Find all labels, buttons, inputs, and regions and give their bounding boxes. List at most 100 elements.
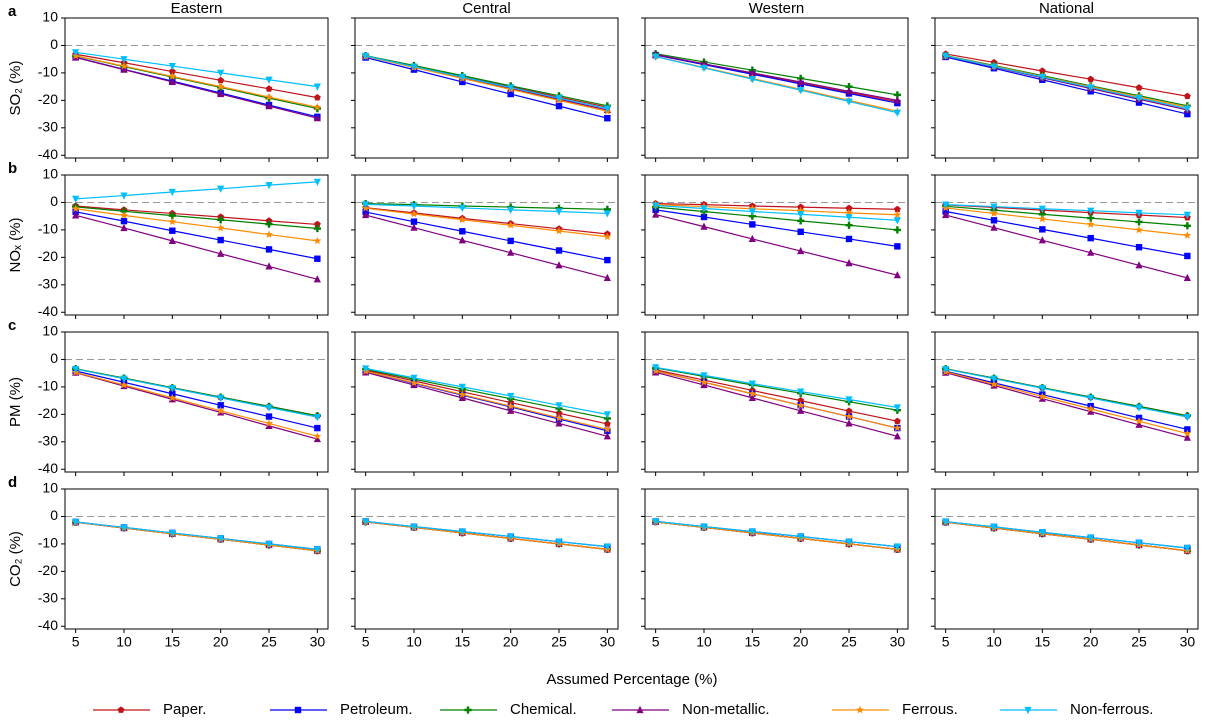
marker [71, 204, 80, 213]
panel-title: Central [462, 0, 510, 17]
marker [507, 90, 514, 98]
marker [217, 76, 225, 84]
panel-title: Western [749, 0, 805, 17]
marker [797, 406, 805, 414]
series-line: Non-ferrous. [655, 366, 898, 409]
series-line: Non-metallic. [75, 56, 318, 119]
marker [796, 206, 805, 215]
marker [265, 182, 273, 190]
marker [748, 68, 756, 77]
marker [1038, 385, 1046, 393]
marker [1038, 67, 1046, 74]
y-tick-label: -20 [38, 562, 58, 578]
marker [120, 524, 128, 532]
marker [168, 62, 176, 71]
panel-frame [934, 174, 1199, 316]
marker [265, 102, 273, 110]
marker [748, 528, 756, 536]
marker [1086, 404, 1095, 413]
plot-area: Paper.Petroleum.Chemical.Non-metallic.Fe… [651, 517, 902, 553]
series-line: Non-ferrous. [655, 56, 898, 114]
marker [893, 109, 901, 117]
marker [1087, 84, 1095, 92]
y-tick-label: -20 [38, 248, 58, 264]
marker [1039, 226, 1046, 233]
y-tick-label: 0 [50, 507, 58, 523]
marker [700, 213, 708, 221]
marker [652, 210, 660, 218]
marker [313, 224, 321, 233]
marker [410, 374, 418, 382]
marker [216, 406, 225, 415]
x-tick-label: 30 [1180, 634, 1196, 650]
marker [990, 63, 998, 71]
marker [120, 375, 128, 383]
marker [313, 114, 321, 122]
marker [265, 92, 273, 101]
marker [700, 523, 708, 531]
marker [555, 538, 563, 546]
marker [120, 192, 128, 200]
legend-label: Petroleum. [340, 701, 413, 718]
panel-frame [64, 488, 329, 630]
series-line: Petroleum. [945, 56, 1188, 115]
marker [1135, 420, 1143, 428]
panel-frame [644, 331, 909, 473]
marker [845, 221, 853, 229]
series-line: Chemical. [75, 206, 318, 230]
marker [313, 432, 322, 440]
marker [217, 394, 225, 402]
series-line: Non-metallic. [945, 372, 1188, 439]
plot-area: Paper.Petroleum.Chemical.Non-metallic.Fe… [71, 365, 322, 443]
marker [652, 364, 660, 372]
marker [265, 413, 273, 420]
series-line: Ferrous. [655, 370, 898, 429]
marker [120, 211, 128, 219]
series-line: Chemical. [365, 202, 608, 210]
marker [458, 215, 467, 224]
plot-area: Paper.Petroleum.Chemical.Non-metallic.Fe… [361, 199, 612, 282]
marker [990, 523, 998, 531]
marker [845, 235, 853, 243]
marker [990, 375, 998, 383]
legend-label: Ferrous. [902, 701, 958, 718]
marker [362, 210, 370, 219]
x-tick-label: 10 [406, 634, 422, 650]
marker [507, 248, 515, 256]
marker [507, 406, 515, 414]
marker [1183, 222, 1191, 230]
marker [313, 103, 322, 111]
marker [555, 261, 563, 269]
series-line: Petroleum. [75, 370, 318, 429]
marker [168, 529, 176, 538]
marker [458, 383, 466, 392]
marker [72, 49, 80, 57]
series-line: Non-ferrous. [365, 367, 608, 415]
marker [555, 247, 563, 254]
marker [797, 87, 805, 95]
series-line: Non-ferrous. [945, 521, 1188, 549]
marker [555, 402, 563, 410]
series-line: Non-ferrous. [75, 181, 318, 200]
marker [507, 392, 515, 401]
marker [507, 206, 515, 214]
marker [313, 220, 321, 228]
marker [700, 64, 708, 73]
marker [748, 204, 757, 213]
series-line: Non-metallic. [655, 371, 898, 437]
marker [362, 365, 370, 373]
marker [555, 102, 563, 110]
marker [603, 232, 612, 241]
legend-label: Paper. [163, 701, 206, 718]
series-line: Non-metallic. [655, 53, 898, 101]
panel-frame [354, 331, 619, 473]
marker [1087, 207, 1095, 215]
marker [506, 221, 515, 229]
x-tick-label: 20 [793, 634, 809, 650]
marker [1135, 261, 1143, 269]
marker [555, 208, 563, 216]
marker [856, 705, 864, 714]
y-tick-label: -10 [38, 221, 58, 237]
plot-area: Paper.Petroleum.Chemical.Non-metallic.Fe… [71, 178, 322, 283]
